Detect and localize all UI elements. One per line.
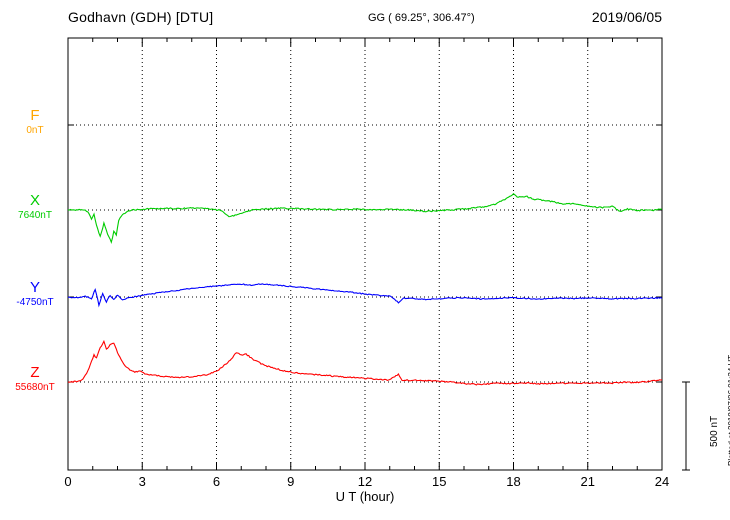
x-tick-label-24: 24 [654,474,670,489]
plot-frame [67,37,663,471]
x-tick-label-6: 6 [212,474,221,489]
plot-date: 2019/06/05 [591,9,662,25]
x-axis-label: U T (hour) [335,489,395,504]
component-letter-Z: Z [30,364,40,381]
x-tick-label-18: 18 [506,474,521,489]
component-baseline-X: 7640nT [18,209,52,221]
component-label-Z: Z 55680nT [6,365,64,393]
trace-Z [67,339,663,386]
component-label-X: X 7640nT [6,193,64,221]
scale-bar-label: 500 nT [709,415,720,447]
component-baseline-Y: -4750nT [16,296,54,308]
x-tick-label-0: 0 [64,474,72,489]
component-label-Y: Y -4750nT [6,280,64,308]
component-label-F: F 0nT [6,108,64,136]
component-baseline-Z: 55680nT [15,381,55,393]
component-letter-Y: Y [29,279,40,296]
x-tick-label-15: 15 [432,474,447,489]
trace-Y [68,283,663,308]
component-baseline-F: 0nT [26,124,44,136]
station-title: Godhavn (GDH) [DTU] [68,9,214,25]
x-tick-label-9: 9 [287,474,295,489]
component-letter-F: F [30,107,40,124]
x-tick-label-12: 12 [357,474,373,489]
component-letter-X: X [29,192,40,209]
trace-X [67,192,663,244]
x-tick-label-3: 3 [138,474,146,489]
x-tick-label-21: 21 [580,474,595,489]
geographic-coordinates: GG ( 69.25°, 306.47°) [368,12,475,24]
